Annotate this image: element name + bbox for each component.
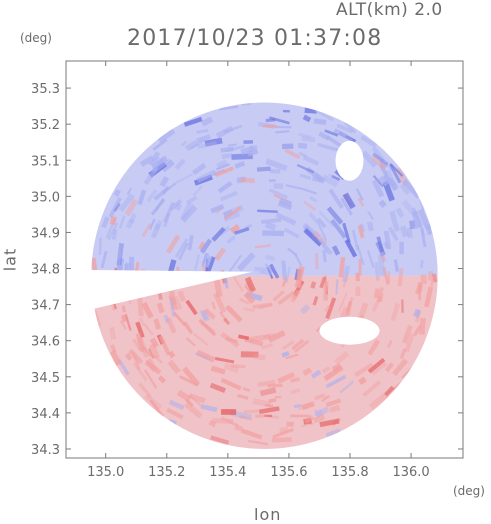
chart-title-timestamp: 2017/10/23 01:37:08 [127,26,383,51]
y-tick-label: 34.4 [31,407,60,422]
y-axis-unit: (deg) [20,31,52,45]
y-tick-label: 34.3 [31,443,60,458]
y-tick-label: 35.3 [31,82,60,97]
y-axis-ticks: 34.3 34.4 34.5 34.6 34.7 34.8 34.9 35.0 35.1 35.2… [31,82,463,458]
x-tick-label: 136.0 [392,465,429,480]
x-tick-label: 135.4 [209,465,246,480]
x-tick-label: 135.6 [270,465,307,480]
altitude-label: ALT(km) 2.0 [336,0,443,20]
radar-field [66,102,438,449]
y-tick-label: 34.8 [31,263,60,278]
y-tick-label: 35.1 [31,154,60,169]
x-tick-label: 135.0 [87,465,124,480]
x-axis-unit: (deg) [453,484,485,498]
y-tick-label: 34.7 [31,299,60,314]
y-tick-label: 34.9 [31,226,60,241]
y-tick-label: 34.6 [31,335,60,350]
y-tick-label: 35.2 [31,118,60,133]
y-tick-label: 34.5 [31,371,60,386]
x-axis-label: lon [254,505,282,524]
y-tick-label: 35.0 [31,190,60,205]
x-axis-ticks: 135.0 135.2 135.4 135.6 135.8 136.0 [87,61,430,480]
x-tick-label: 135.8 [331,465,368,480]
x-tick-label: 135.2 [148,465,185,480]
plot-frame [65,60,464,459]
